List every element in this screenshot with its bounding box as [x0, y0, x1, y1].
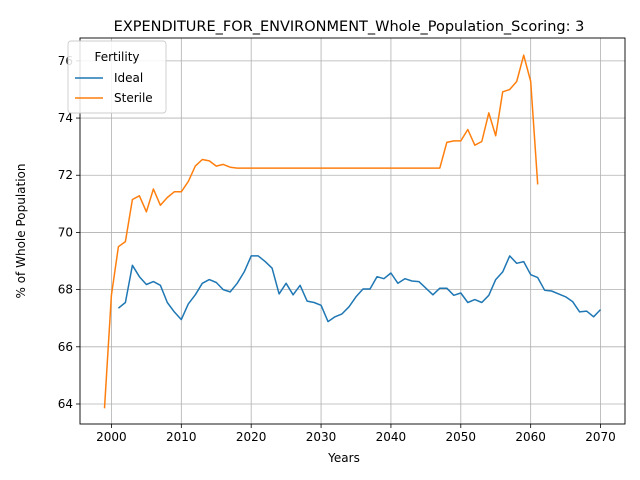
grid-lines	[80, 38, 625, 424]
legend-label-ideal: Ideal	[114, 71, 143, 85]
y-tick-label: 72	[58, 168, 73, 182]
series-line-ideal	[117, 255, 602, 323]
x-tick-label: 2050	[446, 430, 477, 444]
x-tick-label: 2010	[166, 430, 197, 444]
x-axis-label: Years	[327, 451, 360, 465]
y-tick-label: 70	[58, 225, 73, 239]
plot-frame	[79, 37, 626, 425]
legend-label-sterile: Sterile	[114, 91, 153, 105]
y-tick-label: 66	[58, 340, 73, 354]
x-tick-label: 2020	[236, 430, 267, 444]
x-tick-label: 2070	[585, 430, 616, 444]
legend: Fertility Ideal Sterile	[67, 40, 167, 114]
x-tick-label: 2040	[376, 430, 407, 444]
legend-frame	[67, 40, 167, 114]
series-lines	[103, 54, 602, 409]
chart-title: EXPENDITURE_FOR_ENVIRONMENT_Whole_Popula…	[114, 19, 585, 35]
y-axis-label: % of Whole Population	[14, 164, 28, 299]
x-tick-label: 2030	[306, 430, 337, 444]
legend-title: Fertility	[94, 50, 139, 64]
y-tick-label: 64	[58, 397, 73, 411]
y-tick-label: 74	[58, 111, 73, 125]
x-tick-label: 2000	[96, 430, 127, 444]
x-tick-label: 2060	[515, 430, 546, 444]
series-line-sterile	[103, 54, 539, 409]
y-tick-label: 68	[58, 283, 73, 297]
x-axis-ticks: 2000 2010 2020 2030 2040 2050 2060 2070	[96, 424, 616, 444]
